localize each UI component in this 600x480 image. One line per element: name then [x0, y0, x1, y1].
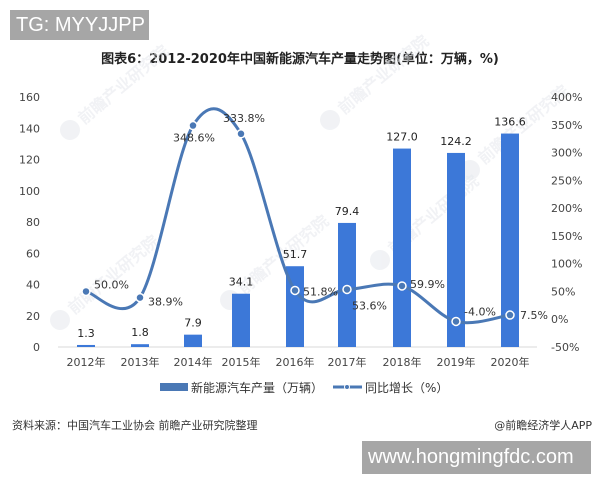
left-y-axis: 0 20 40 60 80 100 120 140 160: [19, 91, 40, 354]
left-axis-tick: 40: [26, 279, 40, 292]
bar: [501, 133, 519, 347]
legend-bar-swatch: [160, 383, 188, 391]
legend-line-marker-icon: [344, 384, 350, 390]
line-value-label: 348.6%: [173, 132, 215, 145]
right-axis-tick: 200%: [551, 202, 582, 215]
right-axis-tick: 350%: [551, 119, 582, 132]
left-axis-tick: 60: [26, 247, 40, 260]
bar: [131, 344, 149, 347]
x-axis-tick: 2014年: [174, 355, 213, 369]
x-axis-labels: 2012年 2013年 2014年 2015年 2016年 2017年 2018年 2019年…: [67, 355, 530, 369]
chart-title: 图表6：2012-2020年中国新能源汽车产量走势图(单位：万辆，%): [101, 52, 499, 67]
line-value-label: 53.6%: [352, 299, 387, 312]
line-value-label: 59.9%: [410, 278, 445, 291]
bar-value-label: 1.8: [131, 326, 149, 339]
line-value-label: 50.0%: [94, 278, 129, 291]
right-axis-tick: 250%: [551, 174, 582, 187]
bar: [286, 266, 304, 347]
right-axis-tick: 50%: [551, 285, 575, 298]
line-marker: [135, 292, 145, 303]
left-axis-tick: 140: [19, 122, 40, 135]
bar-value-label: 7.9: [184, 317, 202, 330]
watermark-logo-icon: 前瞻产业研究院: [370, 171, 482, 270]
right-axis-tick: 150%: [551, 230, 582, 243]
growth-line: [85, 107, 511, 325]
line-marker: [342, 284, 352, 295]
right-axis-tick: 100%: [551, 258, 582, 271]
source-note: 资料来源：中国汽车工业协会 前瞻产业研究院整理: [12, 419, 258, 432]
line-marker: [81, 286, 91, 297]
line-marker: [397, 281, 407, 291]
bar-value-label: 136.6: [494, 116, 526, 129]
legend: 新能源汽车产量（万辆） 同比增长（%）: [160, 380, 448, 395]
chart-area: 前瞻产业研究院前瞻产业研究院前瞻产业研究院前瞻产业研究院前瞻产业研究院前瞻产业研…: [19, 31, 582, 395]
line-series: 50.0% 38.9% 348.6% 333.8% 51.8% 53.6% 59.9% -4.…: [81, 107, 548, 327]
line-value-label: 51.8%: [303, 285, 338, 298]
bar-value-label: 127.0: [386, 131, 418, 144]
watermark-url: www.hongmingfdc.com: [362, 441, 591, 474]
x-axis-tick: 2012年: [67, 355, 106, 369]
x-axis-tick: 2013年: [121, 355, 160, 369]
bar-value-label: 34.1: [229, 276, 254, 289]
legend-bar-label: 新能源汽车产量（万辆）: [191, 380, 323, 395]
line-marker: [451, 316, 461, 327]
bar: [393, 148, 411, 347]
x-axis-tick: 2020年: [491, 355, 530, 369]
watermark-logo-icon: 前瞻产业研究院: [60, 41, 172, 140]
bar-value-label: 124.2: [440, 135, 472, 148]
right-y-axis: -50% 0% 50% 100% 150% 200% 250% 300% 350% 400%: [551, 91, 582, 354]
bar: [232, 293, 250, 347]
line-value-label: 7.5%: [520, 309, 548, 322]
svg-text:前瞻产业研究院: 前瞻产业研究院: [74, 41, 172, 128]
bar-value-label: 79.4: [335, 205, 360, 218]
bar: [447, 152, 465, 347]
right-axis-tick: 400%: [551, 91, 582, 104]
left-axis-tick: 0: [33, 341, 40, 354]
svg-text:前瞻产业研究院: 前瞻产业研究院: [334, 31, 432, 118]
x-axis-tick: 2017年: [328, 355, 367, 369]
watermark-tag: TG: MYYJJPP: [10, 10, 149, 40]
right-axis-tick: 0%: [551, 313, 568, 326]
line-marker: [290, 285, 300, 296]
bar-series: 1.3 1.8 7.9 34.1 51.7 79.4 127.0 124.2 136.6: [77, 116, 526, 347]
right-axis-tick: -50%: [551, 341, 579, 354]
legend-line-label: 同比增长（%）: [365, 381, 448, 395]
x-axis-tick: 2016年: [276, 355, 315, 369]
line-value-label: -4.0%: [464, 305, 496, 318]
bar-value-label: 51.7: [283, 248, 308, 261]
line-value-label: 38.9%: [148, 296, 183, 309]
line-marker: [236, 129, 246, 139]
left-axis-tick: 160: [19, 91, 40, 104]
brand-credit: @前瞻经济学人APP: [494, 419, 592, 432]
x-axis-tick: 2018年: [383, 355, 422, 369]
line-marker: [505, 310, 515, 320]
line-value-label: 333.8%: [223, 112, 265, 125]
x-axis-tick: 2019年: [437, 355, 476, 369]
bar-value-label: 1.3: [77, 327, 95, 340]
left-axis-tick: 120: [19, 154, 40, 167]
watermark-logo-icon: 前瞻产业研究院: [320, 31, 432, 130]
bar: [77, 344, 95, 347]
x-axis-tick: 2015年: [222, 355, 261, 369]
left-axis-tick: 20: [26, 310, 40, 323]
bar: [184, 334, 202, 347]
left-axis-tick: 80: [26, 216, 40, 229]
left-axis-tick: 100: [19, 185, 40, 198]
line-marker: [188, 120, 198, 131]
right-axis-tick: 300%: [551, 147, 582, 160]
